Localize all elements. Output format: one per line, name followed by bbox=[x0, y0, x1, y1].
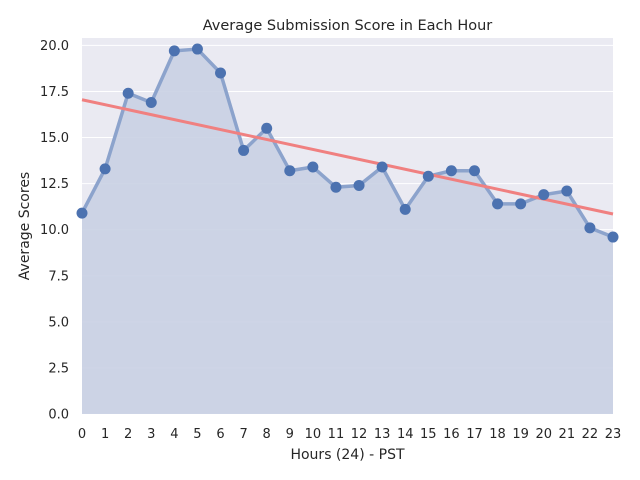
data-point bbox=[538, 189, 549, 200]
data-point bbox=[238, 145, 249, 156]
data-point bbox=[515, 198, 526, 209]
data-point bbox=[354, 180, 365, 191]
data-point bbox=[100, 163, 111, 174]
y-tick-label: 10.0 bbox=[40, 223, 69, 238]
x-tick-label: 7 bbox=[239, 427, 247, 442]
chart-title: Average Submission Score in Each Hour bbox=[203, 18, 493, 34]
x-tick-label: 0 bbox=[78, 427, 86, 442]
x-tick-label: 1 bbox=[101, 427, 109, 442]
y-tick-label: 17.5 bbox=[40, 85, 69, 100]
y-tick-label: 12.5 bbox=[40, 177, 69, 192]
y-tick-label: 5.0 bbox=[48, 315, 69, 330]
x-tick-label: 14 bbox=[397, 427, 414, 442]
x-tick-label: 15 bbox=[420, 427, 437, 442]
data-point bbox=[284, 165, 295, 176]
x-tick-label: 9 bbox=[286, 427, 294, 442]
x-tick-label: 21 bbox=[559, 427, 576, 442]
x-tick-label: 5 bbox=[193, 427, 201, 442]
data-point bbox=[584, 222, 595, 233]
x-tick-label: 16 bbox=[443, 427, 460, 442]
x-tick-label: 2 bbox=[124, 427, 132, 442]
x-tick-label: 3 bbox=[147, 427, 155, 442]
y-tick-label: 0.0 bbox=[48, 408, 69, 423]
x-tick-label: 19 bbox=[512, 427, 529, 442]
data-point bbox=[492, 198, 503, 209]
x-tick-label: 8 bbox=[263, 427, 271, 442]
data-point bbox=[423, 171, 434, 182]
x-tick-label: 23 bbox=[605, 427, 622, 442]
x-tick-label: 10 bbox=[305, 427, 322, 442]
data-point bbox=[77, 208, 88, 219]
y-tick-label: 7.5 bbox=[48, 269, 69, 284]
x-tick-label: 22 bbox=[582, 427, 599, 442]
data-point bbox=[123, 88, 134, 99]
x-tick-label: 20 bbox=[535, 427, 552, 442]
data-point bbox=[307, 162, 318, 173]
x-tick-labels: 0 1 2 3 4 5 6 7 8 9 10 11 12 13 14 15 16 17 18 19 20 21 22 23 bbox=[78, 427, 621, 442]
x-tick-label: 13 bbox=[374, 427, 391, 442]
y-tick-label: 20.0 bbox=[40, 39, 69, 54]
x-tick-label: 17 bbox=[466, 427, 483, 442]
data-point bbox=[146, 97, 157, 108]
data-point bbox=[169, 45, 180, 56]
x-axis-label: Hours (24) - PST bbox=[290, 447, 404, 463]
y-axis-label: Average Scores bbox=[17, 172, 33, 280]
data-point bbox=[400, 204, 411, 215]
x-tick-label: 6 bbox=[216, 427, 224, 442]
x-tick-label: 18 bbox=[489, 427, 506, 442]
data-point bbox=[469, 165, 480, 176]
y-tick-label: 15.0 bbox=[40, 131, 69, 146]
data-point bbox=[330, 182, 341, 193]
data-point bbox=[192, 44, 203, 55]
data-point bbox=[215, 68, 226, 79]
data-point bbox=[561, 185, 572, 196]
data-point bbox=[608, 232, 619, 243]
data-point bbox=[446, 165, 457, 176]
y-tick-labels: 0.0 2.5 5.0 7.5 10.0 12.5 15.0 17.5 20.0 bbox=[40, 39, 69, 423]
x-tick-label: 12 bbox=[351, 427, 368, 442]
y-tick-label: 2.5 bbox=[48, 361, 69, 376]
x-tick-label: 4 bbox=[170, 427, 178, 442]
x-tick-label: 11 bbox=[328, 427, 345, 442]
data-point bbox=[377, 162, 388, 173]
data-point bbox=[261, 123, 272, 134]
